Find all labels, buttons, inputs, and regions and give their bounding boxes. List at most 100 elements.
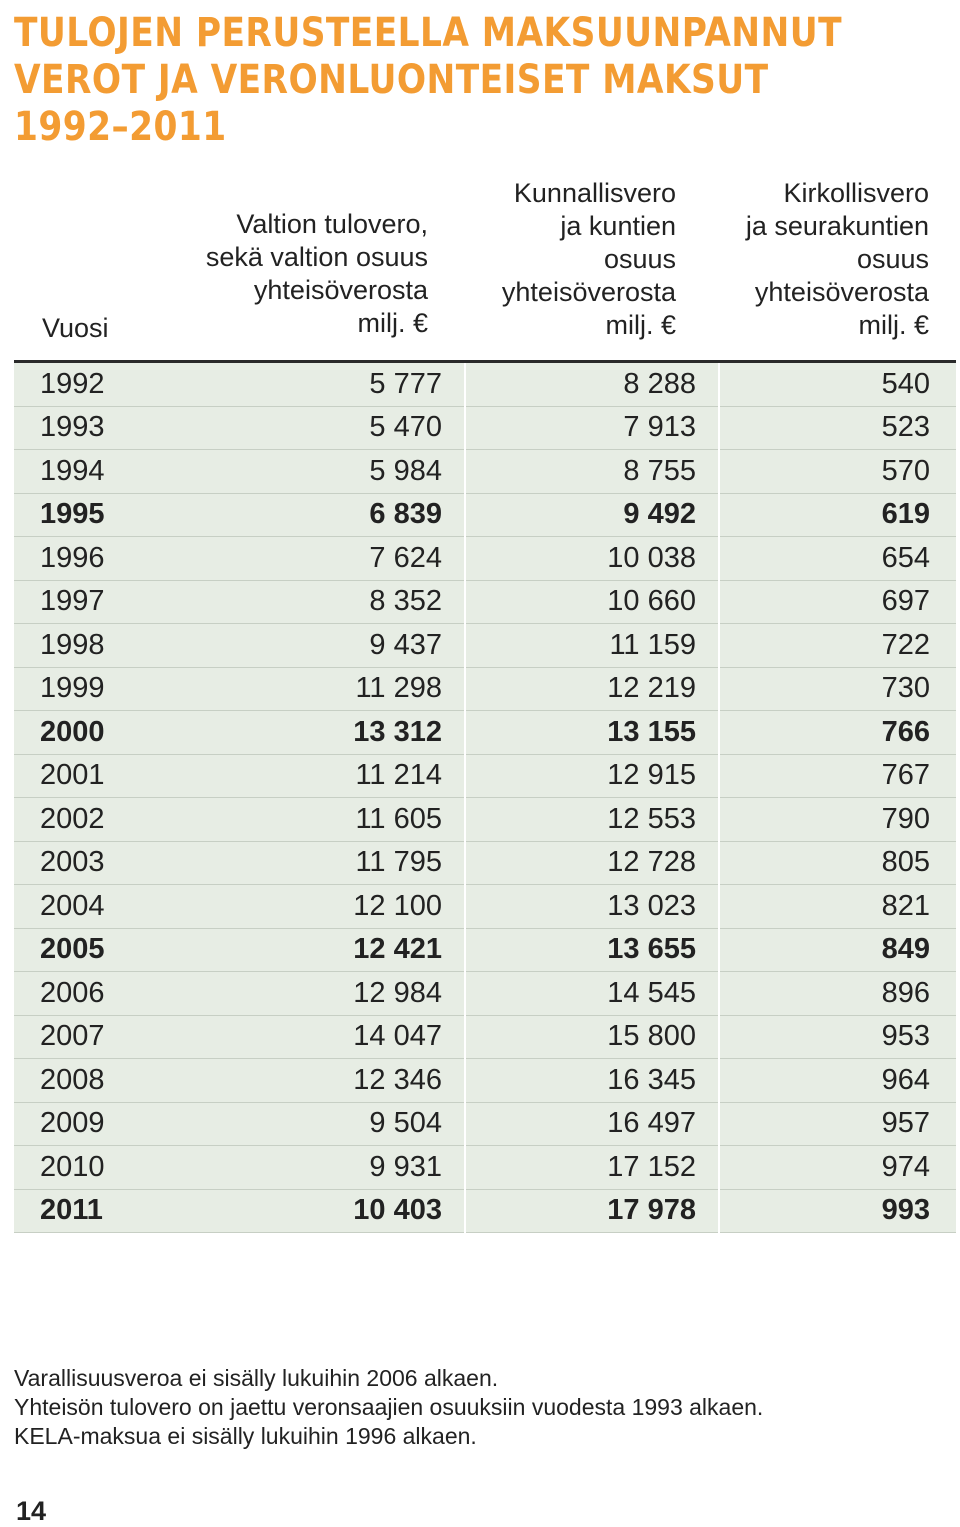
cell-state: 12 421 bbox=[132, 928, 466, 972]
cell-year: 2006 bbox=[14, 971, 132, 1016]
cell-municipal: 16 497 bbox=[465, 1102, 720, 1146]
cell-church: 849 bbox=[719, 928, 956, 972]
table-row: 1992 5 777 8 288 540 bbox=[14, 363, 956, 407]
cell-state: 11 298 bbox=[132, 667, 466, 711]
table-row: 2011 10 403 17 978 993 bbox=[14, 1189, 956, 1233]
header-state-unit: milj. € bbox=[357, 308, 428, 338]
cell-municipal: 12 915 bbox=[465, 754, 720, 798]
cell-year: 2011 bbox=[14, 1189, 132, 1233]
cell-municipal: 10 038 bbox=[465, 536, 720, 581]
title-line-1: TULOJEN PERUSTEELLA MAKSUUNPANNUT bbox=[14, 10, 843, 56]
header-state: Valtion tulovero, sekä valtion osuus yht… bbox=[128, 208, 428, 340]
cell-municipal: 15 800 bbox=[465, 1015, 720, 1059]
header-church-line-3: osuus bbox=[856, 244, 929, 274]
header-municipal: Kunnallisvero ja kuntien osuus yhteisöve… bbox=[416, 177, 676, 342]
table-row: 2003 11 795 12 728 805 bbox=[14, 841, 956, 885]
cell-church: 974 bbox=[719, 1145, 956, 1190]
cell-municipal: 13 155 bbox=[465, 710, 720, 755]
cell-church: 697 bbox=[719, 580, 956, 624]
cell-state: 11 795 bbox=[132, 841, 466, 885]
cell-church: 805 bbox=[719, 841, 956, 885]
header-state-line-1: Valtion tulovero, bbox=[236, 209, 428, 239]
cell-church: 993 bbox=[719, 1189, 956, 1233]
cell-year: 2009 bbox=[14, 1102, 132, 1146]
table-row: 2008 12 346 16 345 964 bbox=[14, 1058, 956, 1103]
cell-year: 1994 bbox=[14, 449, 132, 494]
header-church-unit: milj. € bbox=[858, 310, 929, 340]
cell-municipal: 12 728 bbox=[465, 841, 720, 885]
table-row: 1999 11 298 12 219 730 bbox=[14, 667, 956, 711]
cell-municipal: 9 492 bbox=[465, 493, 720, 537]
cell-church: 523 bbox=[719, 406, 956, 450]
table-row: 1997 8 352 10 660 697 bbox=[14, 580, 956, 624]
footnotes: Varallisuusveroa ei sisälly lukuihin 200… bbox=[14, 1364, 763, 1451]
cell-state: 5 984 bbox=[132, 449, 466, 494]
cell-year: 2000 bbox=[14, 710, 132, 755]
page-title: TULOJEN PERUSTEELLA MAKSUUNPANNUT VEROT … bbox=[14, 10, 843, 151]
cell-state: 5 777 bbox=[132, 363, 466, 407]
table-row: 2006 12 984 14 545 896 bbox=[14, 971, 956, 1016]
footnote-1: Varallisuusveroa ei sisälly lukuihin 200… bbox=[14, 1365, 499, 1391]
table-row: 1993 5 470 7 913 523 bbox=[14, 406, 956, 450]
header-rule bbox=[14, 360, 956, 363]
cell-state: 10 403 bbox=[132, 1189, 466, 1233]
cell-church: 730 bbox=[719, 667, 956, 711]
header-church-line-1: Kirkollisvero bbox=[783, 178, 929, 208]
cell-municipal: 17 978 bbox=[465, 1189, 720, 1233]
table-row: 2002 11 605 12 553 790 bbox=[14, 797, 956, 842]
cell-state: 5 470 bbox=[132, 406, 466, 450]
cell-year: 2001 bbox=[14, 754, 132, 798]
cell-church: 957 bbox=[719, 1102, 956, 1146]
cell-year: 1998 bbox=[14, 623, 132, 668]
cell-state: 9 931 bbox=[132, 1145, 466, 1190]
header-municipal-line-2: ja kuntien bbox=[560, 211, 676, 241]
table-row: 2010 9 931 17 152 974 bbox=[14, 1145, 956, 1190]
cell-state: 12 346 bbox=[132, 1058, 466, 1103]
title-line-3: 1992–2011 bbox=[14, 104, 227, 150]
table-row: 1996 7 624 10 038 654 bbox=[14, 536, 956, 581]
table-row: 2004 12 100 13 023 821 bbox=[14, 884, 956, 929]
table-row: 2000 13 312 13 155 766 bbox=[14, 710, 956, 755]
cell-municipal: 16 345 bbox=[465, 1058, 720, 1103]
cell-municipal: 17 152 bbox=[465, 1145, 720, 1190]
cell-state: 9 437 bbox=[132, 623, 466, 668]
header-state-line-3: yhteisöverosta bbox=[253, 275, 428, 305]
page-number: 14 bbox=[16, 1496, 47, 1526]
cell-church: 722 bbox=[719, 623, 956, 668]
header-municipal-line-1: Kunnallisvero bbox=[513, 178, 676, 208]
table-row: 2009 9 504 16 497 957 bbox=[14, 1102, 956, 1146]
table-row: 1994 5 984 8 755 570 bbox=[14, 449, 956, 494]
cell-year: 1999 bbox=[14, 667, 132, 711]
cell-church: 540 bbox=[719, 363, 956, 407]
cell-municipal: 11 159 bbox=[465, 623, 720, 668]
cell-year: 2007 bbox=[14, 1015, 132, 1059]
footnote-3: KELA-maksua ei sisälly lukuihin 1996 alk… bbox=[14, 1423, 477, 1449]
cell-year: 2008 bbox=[14, 1058, 132, 1103]
cell-year: 2004 bbox=[14, 884, 132, 929]
cell-state: 12 100 bbox=[132, 884, 466, 929]
cell-year: 1993 bbox=[14, 406, 132, 450]
cell-state: 12 984 bbox=[132, 971, 466, 1016]
cell-state: 9 504 bbox=[132, 1102, 466, 1146]
cell-year: 2010 bbox=[14, 1145, 132, 1190]
cell-municipal: 14 545 bbox=[465, 971, 720, 1016]
title-line-2: VEROT JA VERONLUONTEISET MAKSUT bbox=[14, 57, 769, 103]
table-row: 2007 14 047 15 800 953 bbox=[14, 1015, 956, 1059]
cell-year: 2005 bbox=[14, 928, 132, 972]
header-municipal-line-4: yhteisöverosta bbox=[501, 277, 676, 307]
cell-church: 767 bbox=[719, 754, 956, 798]
cell-municipal: 12 219 bbox=[465, 667, 720, 711]
header-municipal-unit: milj. € bbox=[605, 310, 676, 340]
cell-state: 11 214 bbox=[132, 754, 466, 798]
cell-church: 570 bbox=[719, 449, 956, 494]
table-row: 2001 11 214 12 915 767 bbox=[14, 754, 956, 798]
cell-church: 964 bbox=[719, 1058, 956, 1103]
header-state-line-2: sekä valtion osuus bbox=[205, 242, 428, 272]
header-year: Vuosi bbox=[42, 313, 109, 343]
table-row: 1998 9 437 11 159 722 bbox=[14, 623, 956, 668]
header-municipal-line-3: osuus bbox=[603, 244, 676, 274]
header-church-line-4: yhteisöverosta bbox=[754, 277, 929, 307]
cell-municipal: 13 655 bbox=[465, 928, 720, 972]
cell-state: 14 047 bbox=[132, 1015, 466, 1059]
cell-state: 11 605 bbox=[132, 797, 466, 842]
